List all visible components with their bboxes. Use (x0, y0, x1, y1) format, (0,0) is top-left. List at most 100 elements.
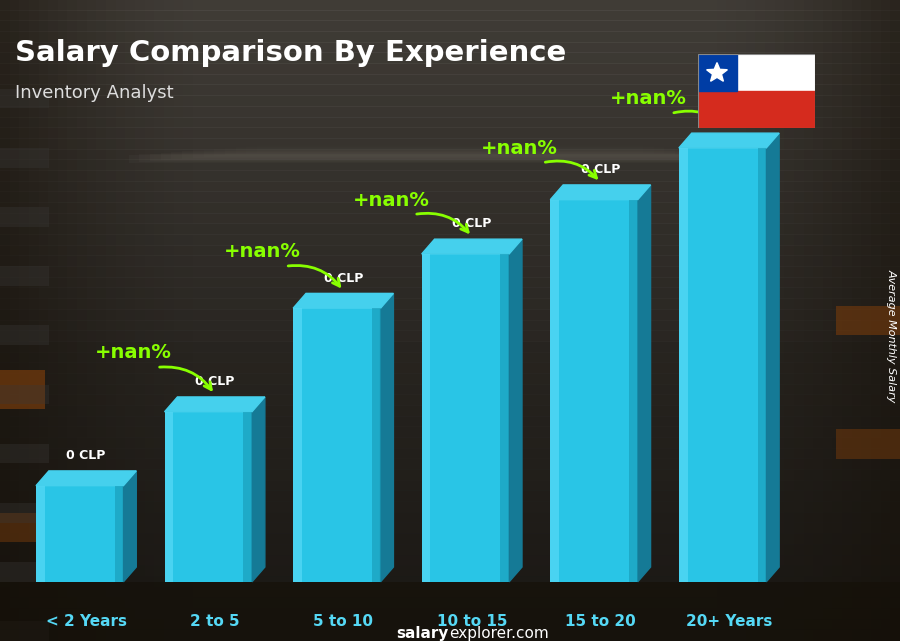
Bar (125, 0, 135, 641)
Bar (0, 74, 900, 85)
Bar (804, 0, 814, 641)
Bar (106, 0, 116, 641)
Bar (0, 21, 900, 32)
Bar (0, 512, 900, 524)
Bar (0, 330, 900, 342)
Text: 15 to 20: 15 to 20 (565, 614, 635, 629)
Bar (293, 308, 302, 582)
Bar (0, 255, 900, 267)
Bar (116, 0, 125, 641)
Bar (861, 0, 871, 641)
Bar (150, 154, 750, 161)
Bar (114, 486, 123, 582)
Bar (775, 0, 784, 641)
Bar (0, 582, 900, 641)
Bar (0, 213, 900, 224)
Bar (0, 437, 900, 449)
Bar (0, 469, 900, 481)
Bar (36, 486, 123, 582)
Bar (0, 587, 900, 598)
Bar (58, 0, 68, 641)
Bar (784, 0, 794, 641)
Bar (0, 385, 49, 404)
Bar (0, 53, 900, 64)
Bar (0, 245, 900, 256)
Bar (0, 63, 900, 75)
Bar (765, 0, 775, 641)
Bar (96, 0, 106, 641)
Text: 2 to 5: 2 to 5 (190, 614, 239, 629)
Bar (174, 0, 184, 641)
Bar (836, 429, 900, 458)
Polygon shape (679, 133, 779, 148)
Bar (86, 0, 96, 641)
Bar (140, 154, 760, 162)
Bar (629, 200, 638, 582)
Bar (49, 0, 58, 641)
Polygon shape (638, 185, 651, 582)
Bar (182, 151, 718, 158)
Text: +nan%: +nan% (95, 344, 172, 362)
Bar (0, 159, 900, 171)
Text: 0 CLP: 0 CLP (709, 112, 749, 124)
Polygon shape (550, 185, 651, 200)
FancyArrowPatch shape (159, 367, 211, 390)
Bar (145, 0, 154, 641)
Bar (0, 513, 45, 542)
Polygon shape (252, 397, 265, 582)
Polygon shape (165, 397, 265, 412)
Bar (550, 200, 559, 582)
Bar (758, 148, 766, 582)
Bar (746, 0, 755, 641)
FancyArrowPatch shape (288, 265, 339, 287)
Bar (243, 412, 252, 582)
Bar (135, 0, 145, 641)
Bar (29, 0, 39, 641)
Bar (0, 490, 900, 502)
Text: < 2 Years: < 2 Years (46, 614, 127, 629)
Bar (0, 554, 900, 566)
Bar (0, 544, 900, 556)
Bar (823, 0, 832, 641)
Bar (0, 562, 49, 582)
Bar (0, 619, 900, 630)
Text: 20+ Years: 20+ Years (686, 614, 772, 629)
Text: +nan%: +nan% (481, 139, 558, 158)
Bar (832, 0, 842, 641)
Bar (0, 565, 900, 577)
Bar (0, 373, 900, 385)
Bar (0, 88, 49, 108)
FancyArrowPatch shape (417, 213, 468, 232)
Bar (0, 149, 900, 160)
Bar (814, 0, 823, 641)
Bar (36, 486, 45, 582)
Bar (679, 148, 688, 582)
Bar (500, 254, 509, 582)
Bar (0, 117, 900, 128)
Bar (0, 309, 900, 320)
Bar (154, 0, 164, 641)
Bar (165, 412, 174, 582)
Bar (225, 148, 675, 155)
Bar (165, 412, 252, 582)
FancyArrowPatch shape (545, 161, 597, 178)
Bar (716, 0, 726, 641)
Bar (707, 0, 716, 641)
Polygon shape (36, 471, 136, 486)
Bar (203, 149, 697, 157)
Text: +nan%: +nan% (353, 190, 429, 210)
Bar (422, 254, 430, 582)
Bar (0, 383, 900, 395)
Bar (0, 148, 49, 168)
Bar (68, 0, 77, 641)
Text: Inventory Analyst: Inventory Analyst (15, 84, 174, 102)
Bar (10, 0, 19, 641)
Bar (422, 254, 509, 582)
Bar (0, 223, 900, 235)
Bar (0, 629, 900, 641)
Bar (0, 458, 900, 470)
Bar (0, 415, 900, 428)
Text: +nan%: +nan% (609, 90, 687, 108)
Bar (39, 0, 49, 641)
Bar (0, 31, 900, 43)
